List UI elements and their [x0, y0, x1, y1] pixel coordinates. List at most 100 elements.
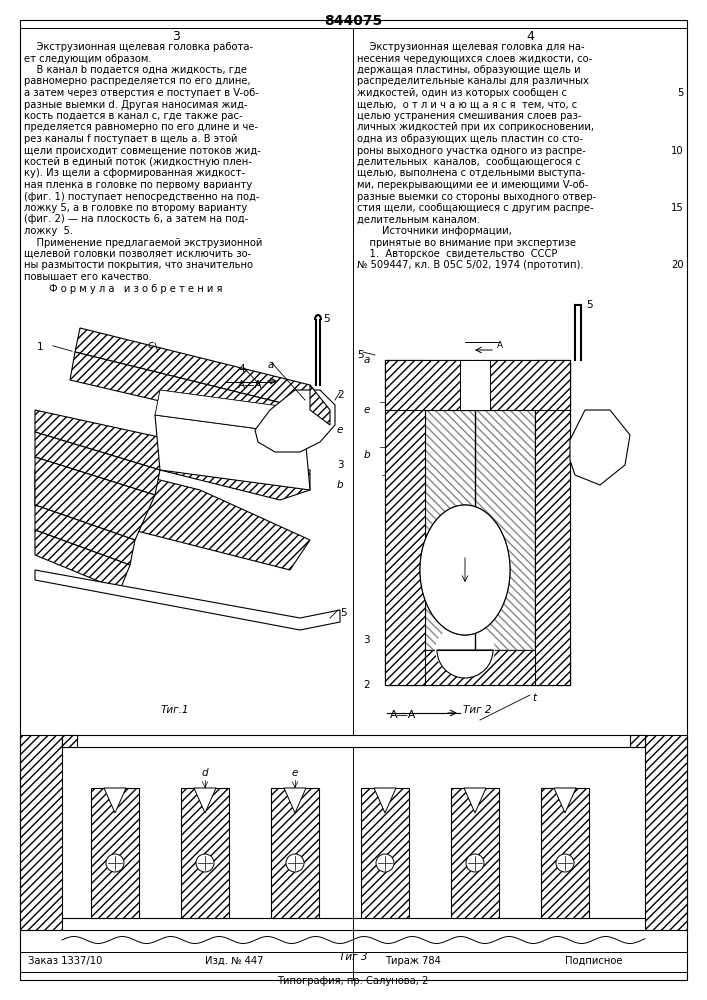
Text: равномерно распределяется по его длине,: равномерно распределяется по его длине,	[24, 77, 250, 87]
Polygon shape	[374, 788, 396, 813]
Polygon shape	[361, 788, 409, 918]
Polygon shape	[70, 352, 310, 435]
Polygon shape	[35, 570, 340, 630]
Polygon shape	[385, 360, 570, 410]
Text: A—A: A—A	[390, 710, 416, 720]
Text: ку). Из щели a сформированная жидкост-: ку). Из щели a сформированная жидкост-	[24, 168, 245, 178]
Text: Τиг 2: Τиг 2	[463, 705, 491, 715]
Text: целью устранения смешивания слоев раз-: целью устранения смешивания слоев раз-	[357, 111, 581, 121]
Ellipse shape	[420, 505, 510, 635]
Text: делительным каналом.: делительным каналом.	[357, 215, 480, 225]
Circle shape	[286, 854, 304, 872]
Polygon shape	[75, 328, 330, 425]
Text: 1: 1	[37, 342, 44, 352]
Text: жидкостей, один из которых сообщен с: жидкостей, один из которых сообщен с	[357, 88, 567, 98]
Text: принятые во внимание при экспертизе: принятые во внимание при экспертизе	[357, 237, 576, 247]
Polygon shape	[630, 735, 645, 747]
Polygon shape	[535, 360, 570, 685]
Polygon shape	[554, 788, 576, 813]
Text: 5: 5	[586, 300, 592, 310]
Polygon shape	[541, 788, 589, 918]
Text: ми, перекрывающими ее и имеющими V-об-: ми, перекрывающими ее и имеющими V-об-	[357, 180, 588, 190]
Text: 844075: 844075	[324, 14, 382, 28]
Text: ная пленка в головке по первому варианту: ная пленка в головке по первому варианту	[24, 180, 252, 190]
Text: 20: 20	[672, 260, 684, 270]
Polygon shape	[385, 650, 570, 685]
Polygon shape	[62, 735, 77, 747]
Polygon shape	[181, 788, 229, 918]
Polygon shape	[35, 410, 310, 500]
Circle shape	[376, 854, 394, 872]
Text: a: a	[363, 355, 370, 365]
Text: A—A: A—A	[238, 380, 262, 390]
Ellipse shape	[435, 625, 495, 675]
Text: 4: 4	[526, 30, 534, 43]
Text: повышает его качество.: повышает его качество.	[24, 272, 152, 282]
Polygon shape	[35, 505, 135, 565]
Text: роны выходного участка одного из распре-: роны выходного участка одного из распре-	[357, 145, 586, 155]
Text: Подписное: Подписное	[565, 956, 622, 966]
Text: Тираж 784: Тираж 784	[385, 956, 441, 966]
Text: ложку  5.: ложку 5.	[24, 226, 73, 236]
Text: стия щели, сообщающиеся с другим распре-: стия щели, сообщающиеся с другим распре-	[357, 203, 594, 213]
Text: Τиг 3: Τиг 3	[339, 952, 367, 962]
Polygon shape	[464, 788, 486, 813]
Text: 4: 4	[588, 460, 595, 470]
Text: Τиг.1: Τиг.1	[160, 705, 189, 715]
Polygon shape	[570, 410, 630, 485]
Text: e: e	[292, 768, 298, 778]
Text: ны размытости покрытия, что значительно: ны размытости покрытия, что значительно	[24, 260, 253, 270]
Polygon shape	[460, 360, 490, 410]
Polygon shape	[255, 390, 335, 452]
Text: кость подается в канал c, где также рас-: кость подается в канал c, где также рас-	[24, 111, 243, 121]
Text: e: e	[337, 425, 344, 435]
Text: щелью,  о т л и ч а ю щ а я с я  тем, что, с: щелью, о т л и ч а ю щ а я с я тем, что,…	[357, 100, 577, 109]
Text: Изд. № 447: Изд. № 447	[205, 956, 264, 966]
Text: 10: 10	[672, 145, 684, 155]
Text: В канал b подается одна жидкость, где: В канал b подается одна жидкость, где	[24, 65, 247, 75]
Text: рез каналы f поступает в щель a. В этой: рез каналы f поступает в щель a. В этой	[24, 134, 238, 144]
Text: ет следующим образом.: ет следующим образом.	[24, 53, 151, 64]
Text: щели происходит совмещение потоков жид-: щели происходит совмещение потоков жид-	[24, 145, 261, 155]
Text: 3: 3	[363, 635, 370, 645]
Text: личных жидкостей при их соприкосновении,: личных жидкостей при их соприкосновении,	[357, 122, 594, 132]
Polygon shape	[645, 735, 687, 930]
Text: (фиг. 1) поступает непосредственно на под-: (фиг. 1) поступает непосредственно на по…	[24, 192, 259, 202]
Text: Ф о р м у л а   и з о б р е т е н и я: Ф о р м у л а и з о б р е т е н и я	[24, 284, 223, 294]
Text: 5: 5	[677, 88, 684, 98]
Text: A: A	[497, 342, 503, 351]
Polygon shape	[104, 788, 126, 813]
Polygon shape	[155, 390, 310, 435]
Polygon shape	[35, 465, 310, 570]
Text: b: b	[363, 450, 370, 460]
Text: 3: 3	[337, 460, 344, 470]
Text: щелью, выполнена с отдельными выступа-: щелью, выполнена с отдельными выступа-	[357, 168, 585, 178]
Text: одна из образующих щель пластин со сто-: одна из образующих щель пластин со сто-	[357, 134, 583, 144]
Circle shape	[196, 854, 214, 872]
Text: 1.  Авторское  свидетельство  СССР: 1. Авторское свидетельство СССР	[357, 249, 557, 259]
Polygon shape	[385, 360, 425, 685]
Text: Заказ 1337/10: Заказ 1337/10	[28, 956, 103, 966]
Polygon shape	[385, 360, 570, 685]
Text: разные выемки со стороны выходного отвер-: разные выемки со стороны выходного отвер…	[357, 192, 596, 202]
Circle shape	[466, 854, 484, 872]
Polygon shape	[35, 432, 160, 495]
Text: 15: 15	[671, 203, 684, 213]
Text: 3: 3	[172, 30, 180, 43]
Text: 2: 2	[363, 680, 370, 690]
Polygon shape	[425, 410, 535, 650]
Polygon shape	[35, 530, 130, 590]
Text: Применение предлагаемой экструзионной: Применение предлагаемой экструзионной	[24, 237, 262, 247]
Wedge shape	[437, 650, 493, 678]
Polygon shape	[62, 735, 645, 747]
Polygon shape	[310, 385, 330, 425]
Text: делительных  каналов,  сообщающегося с: делительных каналов, сообщающегося с	[357, 157, 580, 167]
Text: 5: 5	[340, 608, 346, 618]
Text: костей в единый поток (жидкостную плен-: костей в единый поток (жидкостную плен-	[24, 157, 252, 167]
Text: Экструзионная щелевая головка для на-: Экструзионная щелевая головка для на-	[357, 42, 585, 52]
Text: d: d	[201, 768, 209, 778]
Text: распределительные каналы для различных: распределительные каналы для различных	[357, 77, 589, 87]
Text: 4: 4	[238, 364, 245, 374]
Text: несения чередующихся слоев жидкости, со-: несения чередующихся слоев жидкости, со-	[357, 53, 592, 64]
Text: пределяется равномерно по его длине и че-: пределяется равномерно по его длине и че…	[24, 122, 258, 132]
